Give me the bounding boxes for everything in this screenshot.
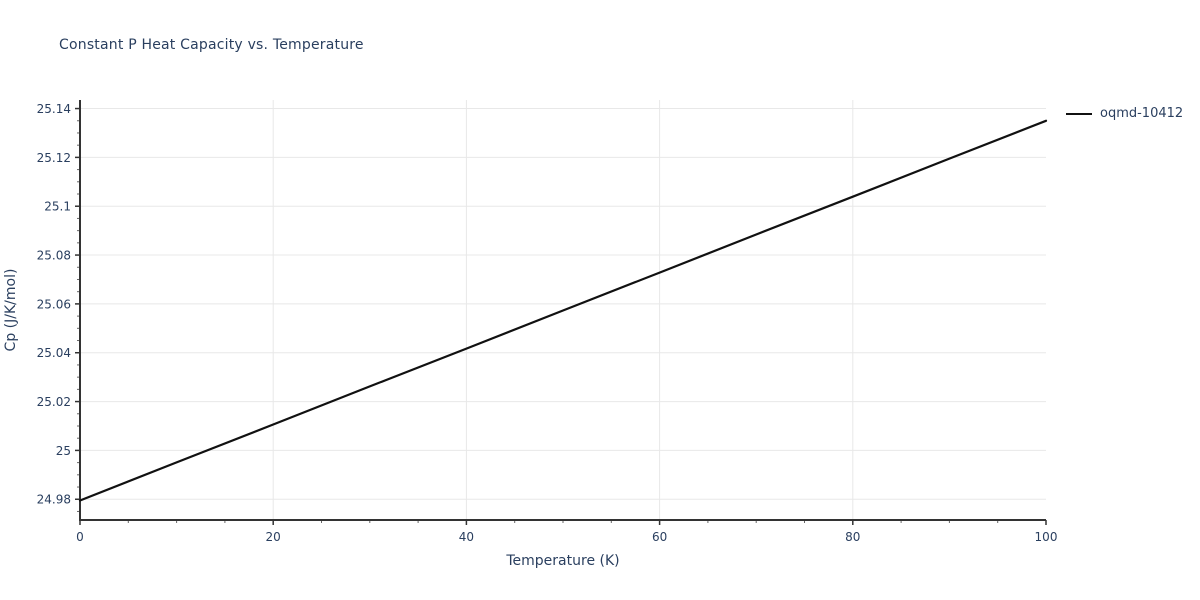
x-tick-label: 100 <box>1035 530 1058 544</box>
y-axis-title: Cp (J/K/mol) <box>3 268 19 352</box>
y-tick-label: 25.02 <box>37 395 71 409</box>
x-tick-label: 80 <box>845 530 860 544</box>
y-tick-label: 25.14 <box>37 102 71 116</box>
x-tick-label: 20 <box>266 530 281 544</box>
legend-line-swatch <box>1066 112 1092 115</box>
x-tick-label: 40 <box>459 530 474 544</box>
y-tick-label: 25.08 <box>37 249 71 263</box>
x-tick-label: 60 <box>652 530 667 544</box>
chart-title: Constant P Heat Capacity vs. Temperature <box>59 37 364 53</box>
y-tick-label: 25.06 <box>37 297 71 311</box>
x-axis-title: Temperature (K) <box>506 553 620 569</box>
y-tick-label: 24.98 <box>37 493 71 507</box>
y-tick-label: 25 <box>56 444 71 458</box>
y-tick-label: 25.04 <box>37 346 71 360</box>
y-tick-label: 25.12 <box>37 151 71 165</box>
x-tick-label: 0 <box>76 530 84 544</box>
legend-series-label: oqmd-10412 <box>1100 106 1184 121</box>
legend[interactable]: oqmd-10412 <box>1066 106 1183 121</box>
y-tick-label: 25.1 <box>44 200 71 214</box>
series-line-oqmd-10412[interactable] <box>78 119 1048 502</box>
